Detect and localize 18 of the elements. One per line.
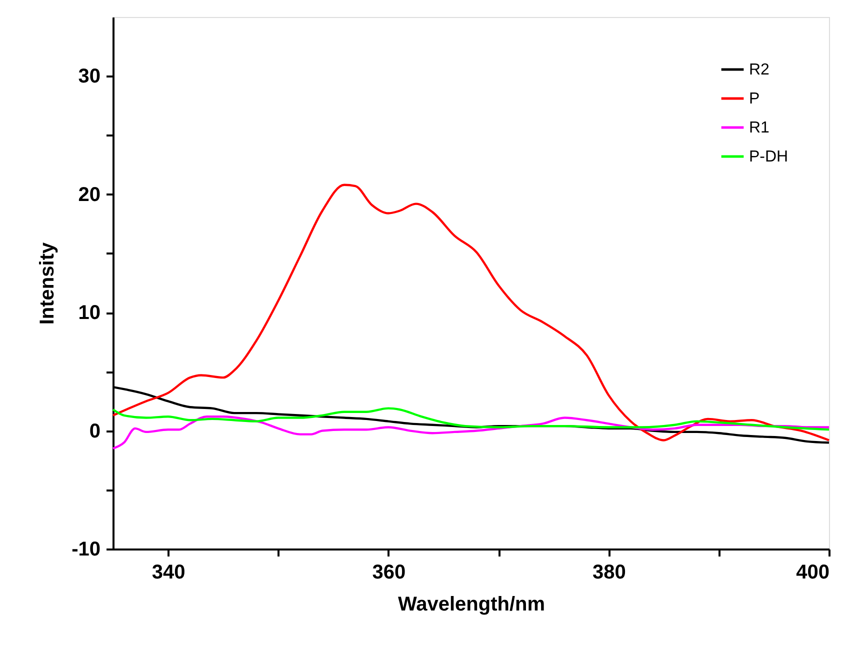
x-axis-title: Wavelength/nm [398,594,546,616]
line-series [112,415,830,450]
y-axis-title: Intensity [36,242,59,325]
y-tick-label: 20 [78,184,100,206]
y-tick-label: 10 [78,302,100,324]
x-tick-label: 360 [372,562,406,584]
legend-label: R1 [749,120,770,136]
legend-label: R2 [749,62,770,78]
x-tick-label: 400 [796,562,830,584]
x-tick-label: 340 [152,562,186,584]
legend-label: P-DH [749,148,788,166]
line-series [112,184,830,442]
x-tick-label: 380 [592,562,626,584]
y-tick-label: -10 [72,538,100,560]
line-series [112,407,830,431]
legend-label: P [749,90,760,108]
y-tick-label: 30 [78,66,100,88]
y-tick-label: 0 [89,420,100,442]
